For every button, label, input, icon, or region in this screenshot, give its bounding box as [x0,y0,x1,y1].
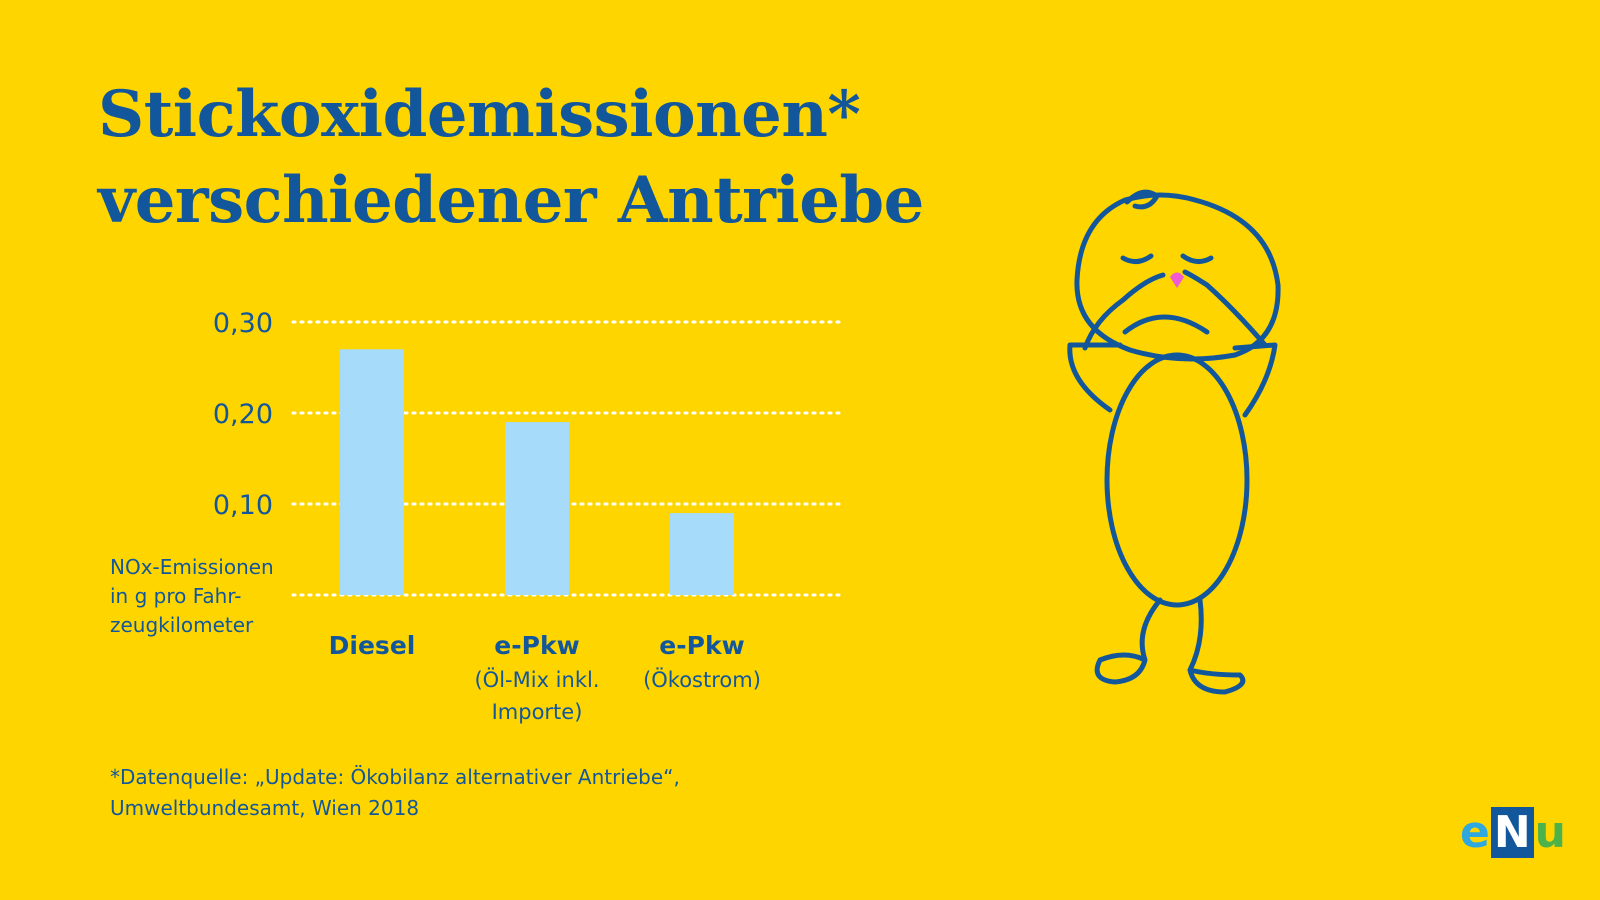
logo-letter-u: u [1534,807,1566,858]
bar [670,513,734,595]
y-axis-label-line-1: NOx-Emissionen [110,555,274,579]
x-category-sublabel: (Öl-Mix inkl. [474,667,599,692]
y-axis-label: NOx-Emissionen in g pro Fahr- zeugkilome… [110,553,310,640]
chart-title: Stickoxidemissionen* verschiedener Antri… [98,72,924,244]
source-line-2: Umweltbundesamt, Wien 2018 [110,796,420,820]
y-axis-label-line-3: zeugkilometer [110,613,254,637]
x-category-label: Diesel [329,631,416,660]
y-tick-label: 0,30 [213,308,273,339]
logo-letter-e: e [1460,807,1490,858]
source-line-1: *Datenquelle: „Update: Ökobilanz alterna… [110,765,680,789]
holding-nose-figure-icon [1067,189,1281,695]
data-source-note: *Datenquelle: „Update: Ökobilanz alterna… [110,762,680,824]
x-category-sublabel: Importe) [492,700,583,724]
x-category-label: e-Pkw [659,631,744,660]
y-axis-label-line-2: in g pro Fahr- [110,584,242,608]
bar [340,349,404,595]
title-line-1: Stickoxidemissionen* [98,77,861,152]
logo-letter-n: N [1490,807,1534,858]
bar [505,422,569,595]
enu-logo: eNu [1460,807,1566,858]
y-tick-label: 0,10 [213,490,273,521]
x-category-sublabel: (Ökostrom) [643,667,761,692]
x-category-label: e-Pkw [494,631,579,660]
title-line-2: verschiedener Antriebe [98,163,924,238]
bar-chart: 0,10 0,20 0,30 Diesel e-Pkw (Öl-Mix inkl. Impo… [213,308,847,724]
y-tick-label: 0,20 [213,399,273,430]
